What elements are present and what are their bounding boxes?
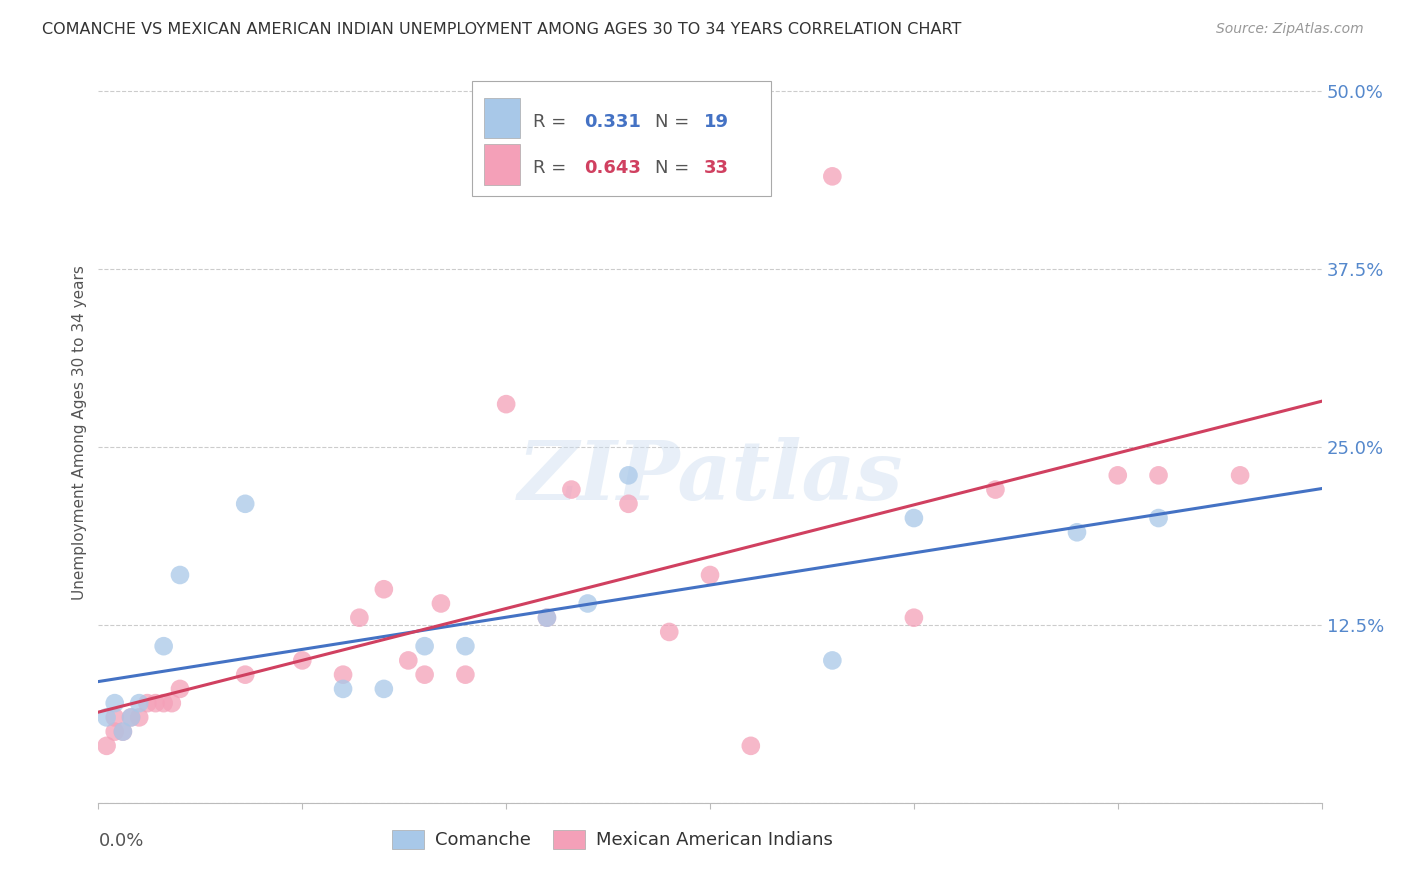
Point (233, 497, 256, 511)
Point (111, 724, 134, 739)
Legend: Comanche, Mexican American Indians: Comanche, Mexican American Indians (384, 823, 839, 856)
Text: 19: 19 (704, 112, 728, 130)
Point (373, 681, 395, 696)
Point (145, 696, 167, 710)
Point (396, 653, 419, 667)
Text: 0.331: 0.331 (583, 112, 641, 130)
Point (349, 610, 371, 624)
Point (903, 511, 925, 525)
Point (332, 681, 354, 696)
Text: 33: 33 (704, 160, 728, 178)
Point (454, 667, 477, 681)
Text: N =: N = (655, 160, 695, 178)
Bar (484, 97, 520, 138)
Text: N =: N = (655, 112, 695, 130)
Point (413, 667, 436, 681)
Point (821, 653, 844, 667)
Point (120, 710, 142, 724)
Point (1147, 511, 1170, 525)
Point (903, 610, 925, 624)
Text: 0.0%: 0.0% (98, 832, 143, 850)
Point (169, 681, 191, 696)
Point (104, 696, 127, 710)
Point (536, 610, 558, 624)
Point (120, 710, 142, 724)
Point (1107, 468, 1129, 483)
Point (291, 653, 314, 667)
Point (984, 483, 1007, 497)
Point (576, 597, 599, 611)
Text: COMANCHE VS MEXICAN AMERICAN INDIAN UNEMPLOYMENT AMONG AGES 30 TO 34 YEARS CORRE: COMANCHE VS MEXICAN AMERICAN INDIAN UNEM… (42, 22, 962, 37)
Text: Source: ZipAtlas.com: Source: ZipAtlas.com (1216, 22, 1364, 37)
Point (111, 724, 134, 739)
Point (1066, 525, 1088, 540)
Text: R =: R = (533, 160, 572, 178)
Point (96, 710, 118, 724)
Point (560, 483, 582, 497)
Point (332, 667, 354, 681)
Point (160, 696, 183, 710)
Point (373, 582, 395, 597)
Text: ZIPatlas: ZIPatlas (517, 437, 903, 517)
Point (1147, 468, 1170, 483)
Point (495, 397, 517, 411)
Point (740, 739, 762, 753)
Point (536, 610, 558, 624)
Point (152, 696, 174, 710)
Point (104, 724, 127, 739)
Point (136, 696, 159, 710)
Point (699, 568, 721, 582)
Point (430, 597, 453, 611)
Text: 0.643: 0.643 (583, 160, 641, 178)
Point (128, 696, 150, 710)
Text: R =: R = (533, 112, 572, 130)
Point (1229, 468, 1251, 483)
Point (617, 468, 640, 483)
Point (96, 739, 118, 753)
Point (128, 710, 150, 724)
Point (413, 639, 436, 653)
Y-axis label: Unemployment Among Ages 30 to 34 years: Unemployment Among Ages 30 to 34 years (72, 265, 87, 600)
FancyBboxPatch shape (471, 81, 772, 195)
Point (617, 497, 640, 511)
Point (821, 169, 844, 184)
Point (152, 639, 174, 653)
Point (658, 624, 681, 639)
Point (233, 667, 256, 681)
Point (454, 639, 477, 653)
Point (169, 568, 191, 582)
Point (104, 710, 127, 724)
Bar (484, 145, 520, 185)
